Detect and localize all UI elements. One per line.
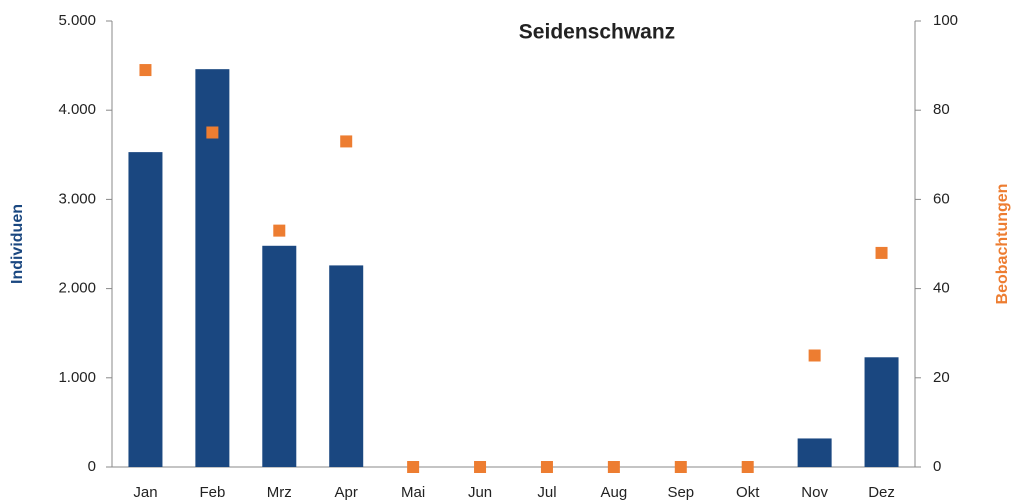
y-tick-label: 0: [88, 458, 96, 475]
marker: [808, 349, 821, 362]
y-tick-label: 2.000: [58, 280, 96, 297]
y2-axis-label: Beobachtungen: [994, 184, 1011, 305]
x-tick-label: Feb: [199, 484, 225, 501]
x-tick-label: Nov: [801, 484, 828, 501]
marker: [407, 461, 420, 473]
x-tick-label: Okt: [736, 484, 760, 501]
x-tick-label: Dez: [868, 484, 895, 501]
bar: [128, 152, 163, 467]
bar: [329, 265, 364, 467]
bar: [262, 245, 297, 467]
x-tick-label: Jan: [133, 484, 157, 501]
bar: [797, 438, 832, 467]
y2-tick-label: 20: [933, 369, 950, 386]
bar: [864, 357, 899, 467]
x-tick-label: Mrz: [267, 484, 292, 501]
marker: [139, 64, 152, 77]
x-tick-label: Mai: [401, 484, 425, 501]
marker: [540, 461, 553, 473]
marker: [206, 126, 219, 139]
y-tick-label: 5.000: [58, 12, 96, 29]
y-tick-label: 4.000: [58, 101, 96, 118]
marker: [273, 224, 286, 237]
chart-title: Seidenschwanz: [519, 21, 675, 44]
marker: [674, 461, 687, 473]
x-tick-label: Jul: [537, 484, 556, 501]
x-tick-label: Apr: [335, 484, 358, 501]
x-tick-label: Jun: [468, 484, 492, 501]
y-axis-label: Individuen: [9, 204, 26, 284]
marker: [474, 461, 487, 473]
x-tick-label: Aug: [601, 484, 628, 501]
marker: [875, 246, 888, 259]
y2-tick-label: 100: [933, 12, 958, 29]
y2-tick-label: 40: [933, 280, 950, 297]
y2-tick-label: 80: [933, 101, 950, 118]
y2-tick-label: 60: [933, 190, 950, 207]
marker: [741, 461, 754, 473]
y2-tick-label: 0: [933, 458, 941, 475]
y-tick-label: 1.000: [58, 369, 96, 386]
x-tick-label: Sep: [667, 484, 694, 501]
marker: [607, 461, 620, 473]
y-tick-label: 3.000: [58, 190, 96, 207]
marker: [340, 135, 353, 148]
